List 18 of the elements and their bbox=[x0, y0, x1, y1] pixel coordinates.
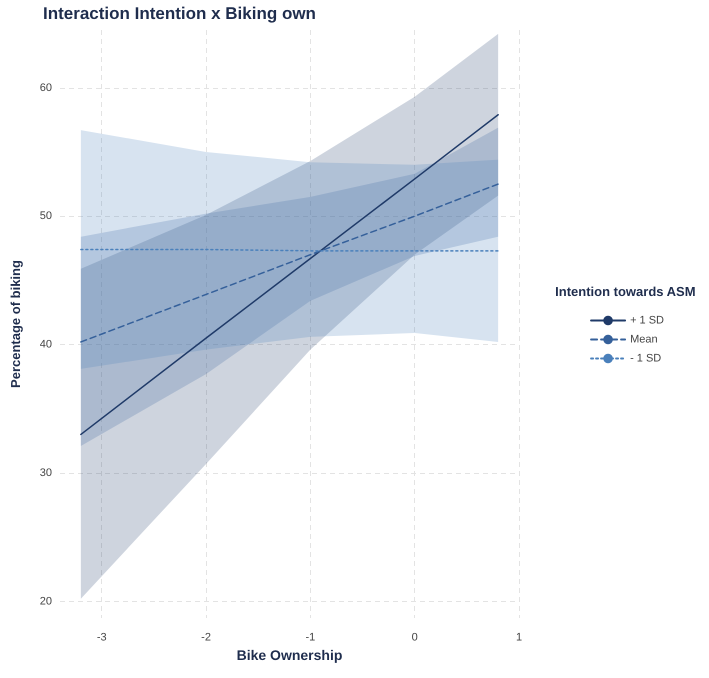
x-tick-label: 1 bbox=[516, 632, 522, 644]
x-axis-title: Bike Ownership bbox=[236, 647, 342, 663]
y-tick-label: 30 bbox=[40, 466, 52, 479]
y-axis-title: Percentage of biking bbox=[8, 260, 23, 388]
x-tick-label: -2 bbox=[201, 632, 211, 644]
chart-title: Interaction Intention x Biking own bbox=[43, 4, 316, 23]
legend-label: Mean bbox=[630, 334, 658, 346]
x-tick-label: -1 bbox=[305, 632, 316, 644]
y-tick-label: 50 bbox=[40, 210, 52, 222]
x-tick-label: 0 bbox=[412, 632, 418, 644]
legend-label: - 1 SD bbox=[630, 352, 662, 364]
y-tick-label: 20 bbox=[40, 595, 52, 608]
x-tick-label: -3 bbox=[96, 632, 107, 644]
line-series bbox=[80, 183, 499, 343]
legend-title: Intention towards ASM bbox=[555, 284, 696, 299]
legend-label: + 1 SD bbox=[630, 314, 664, 326]
y-tick-label: 40 bbox=[40, 338, 52, 351]
y-tick-label: 60 bbox=[40, 82, 52, 94]
